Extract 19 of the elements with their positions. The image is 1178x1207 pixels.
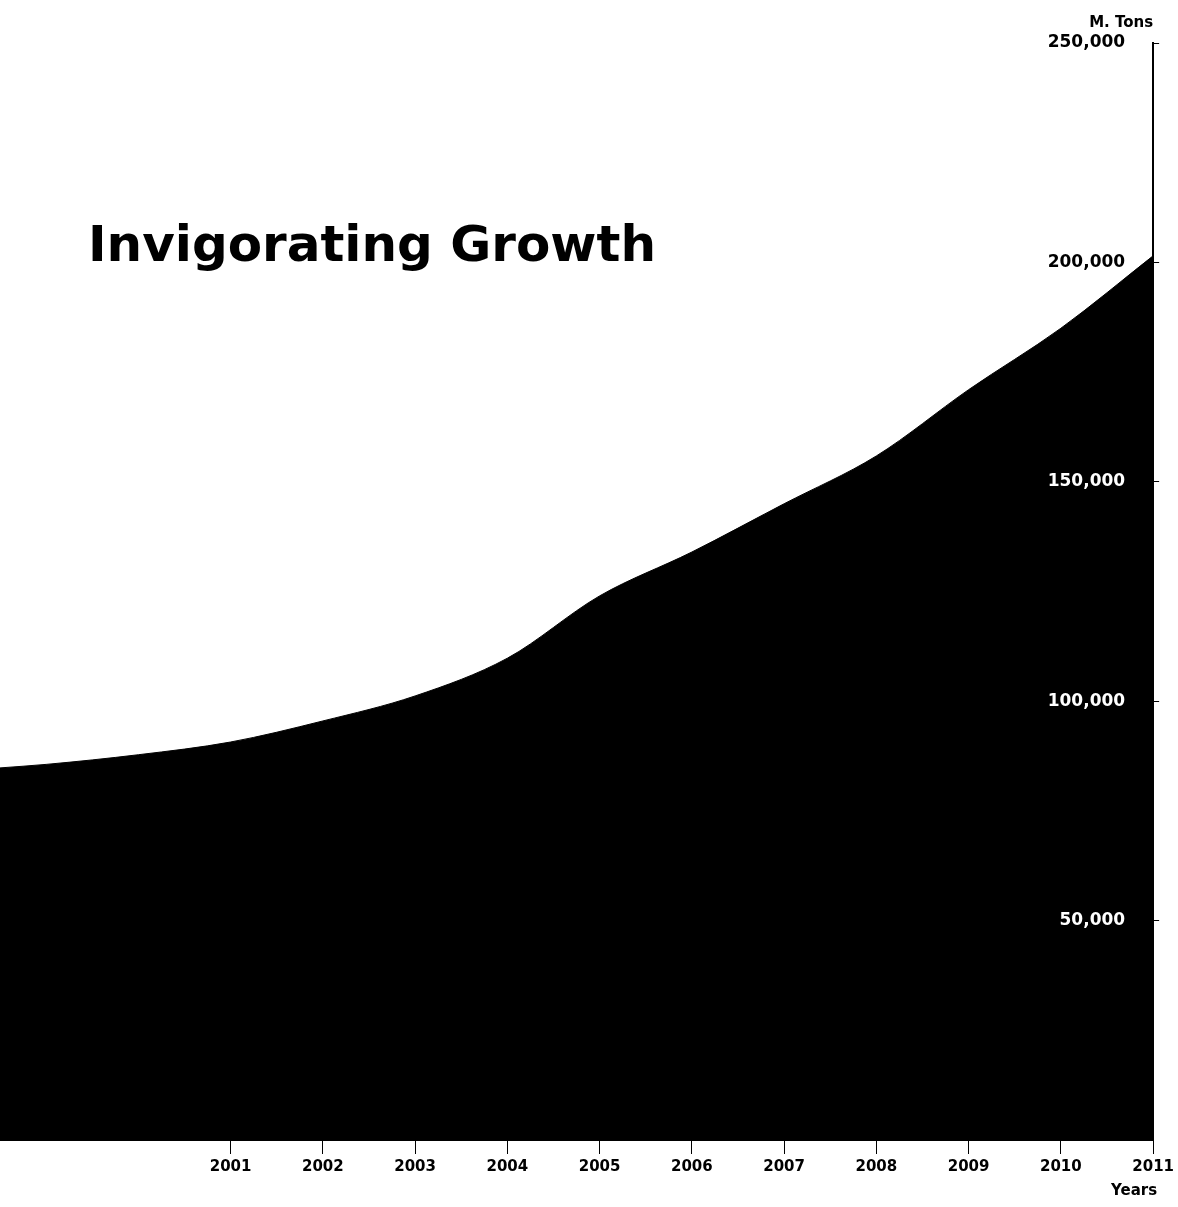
x-tick-label: 2009 bbox=[947, 1156, 990, 1175]
x-tick-label: 2011 bbox=[1132, 1156, 1174, 1175]
x-tick-label: 2008 bbox=[855, 1156, 898, 1175]
x-tick-label: 2001 bbox=[209, 1156, 252, 1175]
y-axis-title: M. Tons bbox=[1089, 13, 1154, 32]
x-tick-label: 2003 bbox=[394, 1156, 436, 1175]
x-axis-title: Years bbox=[1110, 1181, 1158, 1200]
x-tick-label: 2010 bbox=[1040, 1156, 1082, 1175]
x-tick-label: 2004 bbox=[486, 1156, 529, 1175]
x-tick-label: 2006 bbox=[671, 1156, 713, 1175]
text: Invigorating Growth bbox=[88, 215, 657, 273]
x-tick-label: 2002 bbox=[302, 1156, 344, 1175]
y-tick-label: 200,000 bbox=[1047, 250, 1126, 271]
x-tick-label: 2007 bbox=[763, 1156, 805, 1175]
y-tick-label: 100,000 bbox=[1047, 689, 1126, 710]
x-tick-label: 2005 bbox=[578, 1156, 621, 1175]
y-tick-label: 150,000 bbox=[1047, 470, 1126, 491]
y-tick-label: 250,000 bbox=[1047, 31, 1126, 52]
y-tick-label: 50,000 bbox=[1059, 909, 1126, 930]
